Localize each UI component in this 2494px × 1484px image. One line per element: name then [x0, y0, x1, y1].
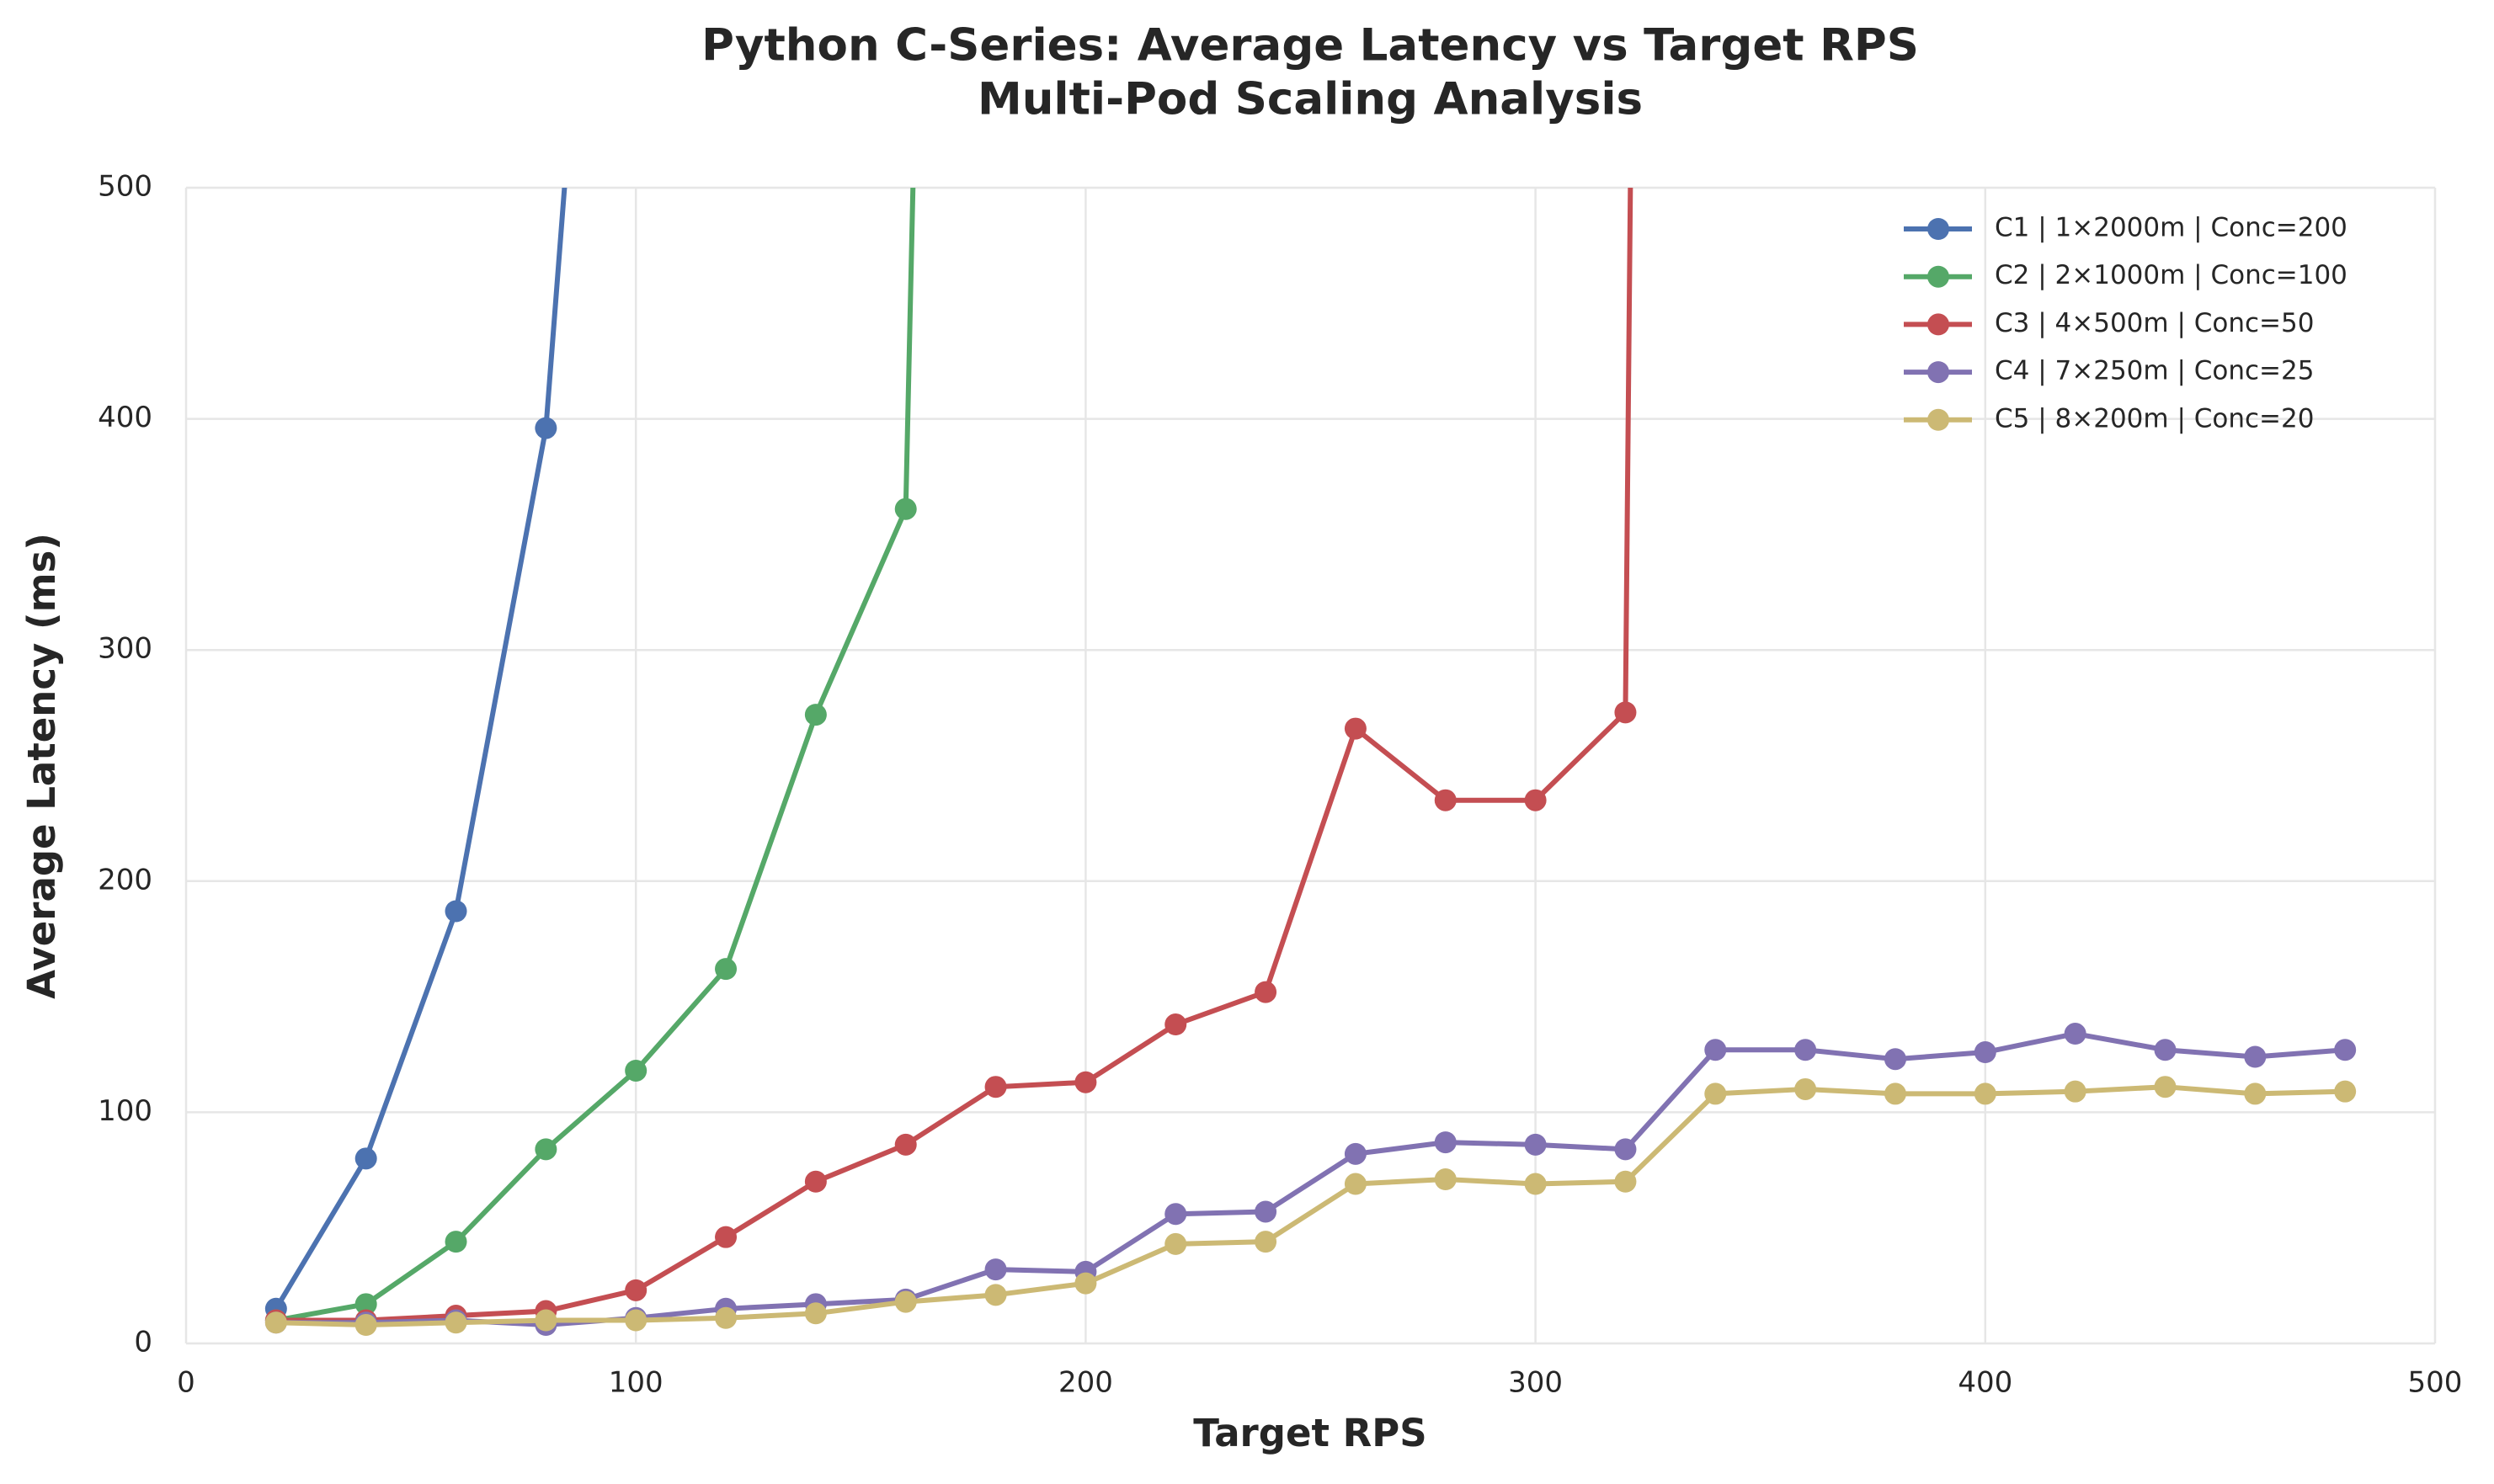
data-point [984, 1284, 1007, 1306]
legend: C1 | 1×2000m | Conc=200 C2 | 2×1000m | Co… [1904, 213, 2347, 433]
data-point [804, 1302, 827, 1325]
data-point [1614, 1170, 1637, 1193]
data-point [535, 1309, 557, 1332]
grid [184, 186, 2437, 1345]
data-point [354, 1293, 377, 1316]
data-point [804, 704, 827, 726]
y-tick-label: 0 [134, 1326, 152, 1359]
y-tick-label: 200 [98, 863, 152, 896]
series-line [275, 1084, 2346, 1328]
data-point [625, 1279, 647, 1301]
data-point [2064, 1023, 2086, 1045]
data-point [984, 1076, 1007, 1098]
x-tick-label: 200 [1058, 1366, 1113, 1400]
data-point [1614, 1138, 1637, 1161]
data-point [1255, 981, 1277, 1003]
data-point [1884, 1048, 1906, 1071]
data-point [354, 1314, 377, 1337]
data-point [1614, 701, 1637, 724]
data-point [1434, 789, 1457, 811]
x-tick-label: 0 [177, 1366, 195, 1400]
plot-area [264, 188, 2357, 1337]
data-point [1164, 1203, 1187, 1226]
data-point [1344, 1142, 1367, 1165]
data-point [1434, 1131, 1457, 1154]
legend-label: C5 | 8×200m | Conc=20 [1995, 403, 2314, 433]
series-line [275, 1031, 2346, 1328]
x-tick-label: 500 [2408, 1366, 2463, 1400]
y-tick-label: 400 [98, 401, 152, 434]
legend-label: C4 | 7×250m | Conc=25 [1995, 356, 2314, 386]
data-point [984, 1258, 1007, 1281]
y-tick-label: 300 [98, 632, 152, 666]
data-point [894, 497, 917, 520]
data-point [1074, 1071, 1097, 1093]
data-point [625, 1059, 647, 1082]
data-point [625, 1309, 647, 1332]
data-point [1164, 1013, 1187, 1036]
x-tick-label: 300 [1508, 1366, 1563, 1400]
legend-marker [1927, 361, 1949, 384]
data-point [264, 1311, 287, 1334]
data-point [1794, 1077, 1817, 1100]
data-point [535, 1138, 557, 1161]
data-point [2154, 1039, 2177, 1061]
data-point [2244, 1082, 2267, 1105]
data-point [1524, 789, 1547, 811]
data-point [2154, 1076, 2177, 1098]
data-point [1255, 1200, 1277, 1223]
chart-title: Python C-Series: Average Latency vs Targ… [701, 20, 1919, 72]
x-tick-label: 400 [1958, 1366, 2012, 1400]
legend-marker [1927, 408, 1949, 431]
data-point [894, 1290, 917, 1313]
data-point [1704, 1082, 1727, 1105]
y-axis-label: Average Latency (ms) [19, 533, 64, 999]
data-point [715, 1226, 738, 1248]
data-point [2064, 1080, 2086, 1103]
data-point [1074, 1272, 1097, 1295]
data-point [1164, 1232, 1187, 1255]
data-point [354, 1147, 377, 1170]
chart-subtitle: Multi-Pod Scaling Analysis [978, 74, 1643, 125]
data-point [1434, 1168, 1457, 1191]
legend-label: C3 | 4×500m | Conc=50 [1995, 308, 2314, 338]
data-point [1524, 1133, 1547, 1156]
x-tick-label: 100 [609, 1366, 663, 1400]
data-point [2334, 1039, 2357, 1061]
data-point [715, 958, 738, 981]
legend-marker [1927, 313, 1949, 336]
series-line [275, 188, 1633, 1323]
legend-label: C2 | 2×1000m | Conc=100 [1995, 260, 2347, 290]
data-point [2244, 1045, 2267, 1068]
legend-marker [1927, 265, 1949, 288]
data-point [1794, 1039, 1817, 1061]
x-axis-label: Target RPS [1193, 1411, 1426, 1455]
data-point [535, 417, 557, 439]
data-point [1524, 1173, 1547, 1195]
data-point [894, 1133, 917, 1156]
data-point [1344, 1173, 1367, 1195]
data-point [445, 1311, 467, 1334]
data-point [1344, 717, 1367, 740]
data-point [1974, 1041, 1996, 1064]
data-point [1974, 1082, 1996, 1105]
legend-marker [1927, 218, 1949, 240]
data-point [445, 900, 467, 923]
legend-label: C1 | 1×2000m | Conc=200 [1995, 213, 2347, 243]
data-point [445, 1231, 467, 1253]
y-tick-label: 500 [98, 170, 152, 204]
data-point [1255, 1231, 1277, 1253]
data-point [1884, 1082, 1906, 1105]
y-tick-label: 100 [98, 1094, 152, 1128]
data-point [715, 1306, 738, 1329]
data-point [804, 1170, 827, 1193]
data-point [2334, 1080, 2357, 1103]
data-point [1704, 1039, 1727, 1061]
